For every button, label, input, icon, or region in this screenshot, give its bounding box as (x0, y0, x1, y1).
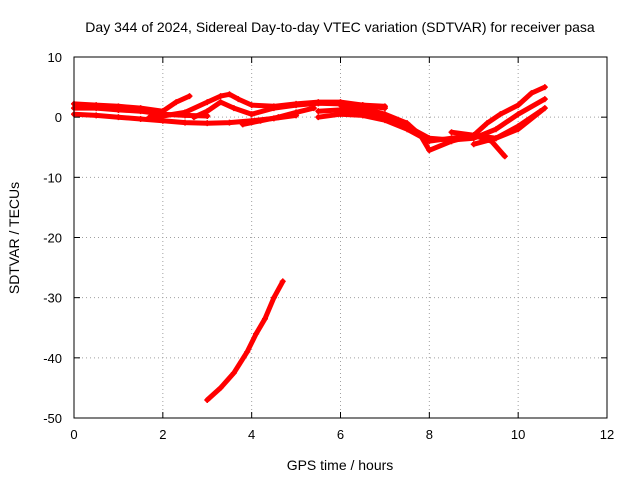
data-point (315, 114, 322, 121)
series-line (471, 105, 548, 147)
data-point (484, 120, 491, 127)
data-point (235, 96, 242, 103)
data-point (204, 108, 211, 115)
axis-ticks: 0 2 4 6 8 10 12 -50 -40 -30 -20 -10 0 10 (43, 50, 614, 442)
data-point (470, 132, 477, 139)
data-point (217, 99, 224, 106)
data-point (275, 114, 282, 121)
x-tick-label: 0 (70, 427, 77, 442)
series-track-12 (204, 278, 286, 403)
data-point (492, 126, 499, 133)
data-point (515, 102, 522, 109)
data-point (515, 126, 522, 133)
data-point (541, 84, 548, 91)
data-point (293, 102, 300, 109)
data-series (71, 84, 548, 403)
y-tick-label: 0 (55, 110, 62, 125)
data-point (501, 153, 508, 160)
data-point (226, 119, 233, 126)
data-point (230, 105, 237, 112)
x-tick-label: 12 (600, 427, 614, 442)
data-point (182, 109, 189, 116)
x-tick-label: 10 (511, 427, 525, 442)
data-point (137, 108, 144, 115)
data-point (230, 369, 237, 376)
data-point (146, 114, 153, 121)
data-point (204, 120, 211, 127)
data-point (448, 129, 455, 136)
y-tick-label: 10 (48, 50, 62, 65)
data-point (315, 100, 322, 107)
data-point (270, 294, 277, 301)
data-point (115, 106, 122, 113)
data-point (190, 114, 197, 121)
series-line (204, 278, 286, 403)
y-tick-label: -30 (43, 291, 62, 306)
x-tick-label: 2 (159, 427, 166, 442)
data-point (515, 111, 522, 118)
data-point (93, 105, 100, 112)
data-point (248, 111, 255, 118)
data-point (426, 135, 433, 142)
data-point (137, 115, 144, 122)
data-point (359, 108, 366, 115)
data-point (93, 112, 100, 119)
data-point (492, 135, 499, 142)
data-point (226, 91, 233, 98)
data-point (541, 105, 548, 112)
data-point (257, 117, 264, 124)
data-point (239, 121, 246, 128)
data-point (293, 109, 300, 116)
data-point (204, 99, 211, 106)
y-axis-label: SDTVAR / TECUs (6, 182, 22, 294)
x-tick-label: 4 (248, 427, 255, 442)
y-tick-label: -50 (43, 411, 62, 426)
data-point (115, 114, 122, 121)
data-point (261, 315, 268, 322)
data-point (244, 348, 251, 355)
data-point (159, 112, 166, 119)
data-point (381, 103, 388, 110)
x-tick-label: 6 (337, 427, 344, 442)
chart-title: Day 344 of 2024, Sidereal Day-to-day VTE… (85, 19, 595, 35)
series-track-10 (448, 84, 548, 139)
data-point (204, 396, 211, 403)
data-point (315, 108, 322, 115)
data-point (182, 119, 189, 126)
data-point (381, 112, 388, 119)
data-point (470, 141, 477, 148)
x-axis-label: GPS time / hours (287, 457, 394, 473)
data-point (217, 384, 224, 391)
series-track-6 (239, 105, 317, 128)
data-point (528, 90, 535, 97)
data-point (173, 99, 180, 106)
data-point (279, 278, 286, 285)
data-point (404, 123, 411, 130)
data-point (426, 147, 433, 154)
data-point (497, 111, 504, 118)
data-point (337, 106, 344, 113)
y-tick-label: -20 (43, 231, 62, 246)
data-point (186, 93, 193, 100)
y-tick-label: -10 (43, 170, 62, 185)
data-point (541, 96, 548, 103)
grid-lines (74, 57, 607, 418)
data-point (248, 102, 255, 109)
series-track-11 (470, 105, 548, 148)
data-point (448, 137, 455, 144)
data-point (217, 93, 224, 100)
data-point (310, 105, 317, 112)
data-point (270, 105, 277, 112)
y-tick-label: -40 (43, 351, 62, 366)
series-track-9 (315, 96, 548, 144)
x-tick-label: 8 (426, 427, 433, 442)
data-point (253, 330, 260, 337)
